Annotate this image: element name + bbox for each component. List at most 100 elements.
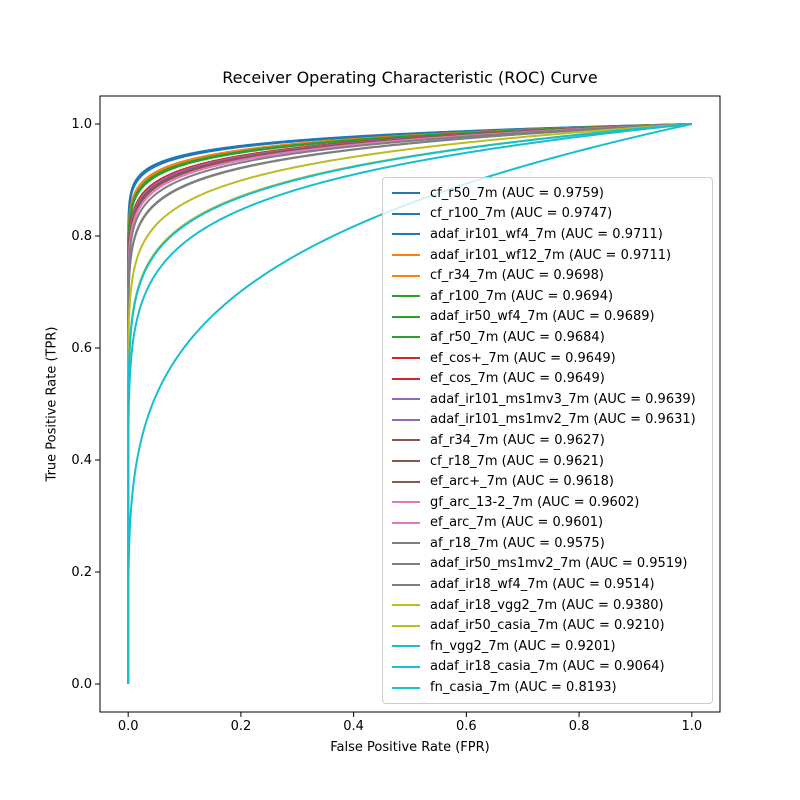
legend-item: af_r34_7m (AUC = 0.9627) [392, 430, 703, 450]
legend-item-label: adaf_ir18_vgg2_7m (AUC = 0.9380) [430, 597, 664, 613]
legend-item: gf_arc_13-2_7m (AUC = 0.9602) [392, 492, 703, 512]
legend-line-sample [392, 542, 420, 545]
legend-item-label: ef_arc+_7m (AUC = 0.9618) [430, 474, 614, 490]
legend-item: af_r50_7m (AUC = 0.9684) [392, 327, 703, 347]
legend-item-label: adaf_ir18_wf4_7m (AUC = 0.9514) [430, 577, 655, 593]
legend-item-label: af_r34_7m (AUC = 0.9627) [430, 432, 605, 448]
legend-line-sample [392, 357, 420, 360]
legend-item-label: adaf_ir101_wf12_7m (AUC = 0.9711) [430, 247, 672, 263]
legend-item: adaf_ir101_wf4_7m (AUC = 0.9711) [392, 224, 703, 244]
legend-item: adaf_ir18_casia_7m (AUC = 0.9064) [392, 657, 703, 677]
x-tick-label: 0.0 [117, 719, 139, 734]
x-tick-label: 0.6 [456, 719, 477, 734]
legend-item: adaf_ir18_wf4_7m (AUC = 0.9514) [392, 575, 703, 595]
legend-item-label: af_r50_7m (AUC = 0.9684) [430, 329, 605, 345]
legend-line-sample [392, 336, 420, 339]
legend-line-sample [392, 398, 420, 401]
legend-item-label: gf_arc_13-2_7m (AUC = 0.9602) [430, 494, 640, 510]
roc-curve-af_r50_7m [127, 123, 692, 684]
legend-item: cf_r34_7m (AUC = 0.9698) [392, 266, 703, 286]
x-tick-label: 1.0 [681, 719, 703, 734]
legend-line-sample [392, 665, 420, 668]
legend-line-sample [392, 418, 420, 421]
y-tick-label: 0.8 [71, 228, 92, 244]
legend-item-label: cf_r50_7m (AUC = 0.9759) [430, 185, 604, 201]
y-tick-label: 0.6 [71, 340, 92, 356]
legend-item-label: adaf_ir50_casia_7m (AUC = 0.9210) [430, 618, 665, 634]
legend-line-sample [392, 274, 420, 277]
legend-item: adaf_ir101_ms1mv2_7m (AUC = 0.9631) [392, 410, 703, 430]
legend-item: ef_cos_7m (AUC = 0.9649) [392, 369, 703, 389]
roc-curve-cf_r100_7m [127, 123, 692, 684]
legend-item-label: adaf_ir101_ms1mv2_7m (AUC = 0.9631) [430, 412, 696, 428]
legend-line-sample [392, 583, 420, 586]
axes-frame [99, 95, 721, 713]
legend-item: cf_r100_7m (AUC = 0.9747) [392, 204, 703, 224]
legend-item: adaf_ir101_ms1mv3_7m (AUC = 0.9639) [392, 389, 703, 409]
roc-curve-af_r18_7m [127, 123, 692, 684]
x-tick-label: 0.4 [343, 719, 364, 734]
legend-item: adaf_ir18_vgg2_7m (AUC = 0.9380) [392, 595, 703, 615]
legend-line-sample [392, 460, 420, 463]
roc-curve-adaf_ir18_vgg2_7m [127, 123, 692, 684]
y-tick-label: 1.0 [71, 116, 92, 132]
legend-item-label: ef_arc_7m (AUC = 0.9601) [430, 515, 604, 531]
legend-item-label: af_r100_7m (AUC = 0.9694) [430, 288, 614, 304]
legend-item-label: adaf_ir50_ms1mv2_7m (AUC = 0.9519) [430, 556, 688, 572]
legend-item: adaf_ir50_wf4_7m (AUC = 0.9689) [392, 307, 703, 327]
x-tick-label: 0.2 [230, 719, 252, 734]
legend-item-label: ef_cos+_7m (AUC = 0.9649) [430, 350, 616, 366]
legend-item: cf_r18_7m (AUC = 0.9621) [392, 451, 703, 471]
legend-line-sample [392, 192, 420, 195]
legend-line-sample [392, 377, 420, 380]
plot-title: Receiver Operating Characteristic (ROC) … [222, 68, 598, 87]
legend-item: adaf_ir50_casia_7m (AUC = 0.9210) [392, 616, 703, 636]
tick-marks [95, 123, 693, 717]
legend-line-sample [392, 212, 420, 215]
legend-line-sample [392, 315, 420, 318]
y-tick-label: 0.2 [71, 564, 92, 580]
legend-item-label: adaf_ir50_wf4_7m (AUC = 0.9689) [430, 309, 655, 325]
legend-line-sample [392, 295, 420, 298]
legend-line-sample [392, 480, 420, 483]
roc-curve-adaf_ir18_wf4_7m [127, 123, 692, 684]
legend-item: ef_arc+_7m (AUC = 0.9618) [392, 472, 703, 492]
legend-item-label: cf_r34_7m (AUC = 0.9698) [430, 268, 604, 284]
legend-item-label: cf_r18_7m (AUC = 0.9621) [430, 453, 604, 469]
legend-line-sample [392, 562, 420, 565]
legend-item: ef_cos+_7m (AUC = 0.9649) [392, 348, 703, 368]
y-tick-label: 0.0 [71, 676, 92, 692]
legend-item: adaf_ir101_wf12_7m (AUC = 0.9711) [392, 245, 703, 265]
y-tick-label: 0.4 [71, 452, 92, 468]
legend-item: ef_arc_7m (AUC = 0.9601) [392, 513, 703, 533]
roc-curve-fn_vgg2_7m [127, 123, 692, 684]
legend-item: af_r100_7m (AUC = 0.9694) [392, 286, 703, 306]
legend-line-sample [392, 624, 420, 627]
legend-item-label: ef_cos_7m (AUC = 0.9649) [430, 371, 605, 387]
x-tick-label: 0.8 [568, 719, 590, 734]
legend-line-sample [392, 254, 420, 257]
legend-item: adaf_ir50_ms1mv2_7m (AUC = 0.9519) [392, 554, 703, 574]
legend-item-label: cf_r100_7m (AUC = 0.9747) [430, 206, 613, 222]
legend-line-sample [392, 604, 420, 607]
roc-curves-group [127, 123, 693, 684]
legend-line-sample [392, 501, 420, 504]
legend-line-sample [392, 645, 420, 648]
legend-item-label: fn_casia_7m (AUC = 0.8193) [430, 680, 617, 696]
legend-line-sample [392, 521, 420, 524]
legend-item: cf_r50_7m (AUC = 0.9759) [392, 183, 703, 203]
legend-item-label: af_r18_7m (AUC = 0.9575) [430, 535, 605, 551]
legend-line-sample [392, 686, 420, 689]
x-axis-label: False Positive Rate (FPR) [330, 740, 490, 755]
legend: cf_r50_7m (AUC = 0.9759) cf_r100_7m (AUC … [382, 177, 713, 704]
legend-line-sample [392, 233, 420, 236]
roc-curve-adaf_ir18_casia_7m [127, 123, 692, 684]
legend-item: fn_casia_7m (AUC = 0.8193) [392, 678, 703, 698]
legend-item-label: fn_vgg2_7m (AUC = 0.9201) [430, 638, 616, 654]
legend-item-label: adaf_ir101_ms1mv3_7m (AUC = 0.9639) [430, 391, 696, 407]
legend-item-label: adaf_ir18_casia_7m (AUC = 0.9064) [430, 659, 665, 675]
legend-item-label: adaf_ir101_wf4_7m (AUC = 0.9711) [430, 226, 663, 242]
legend-item: af_r18_7m (AUC = 0.9575) [392, 533, 703, 553]
